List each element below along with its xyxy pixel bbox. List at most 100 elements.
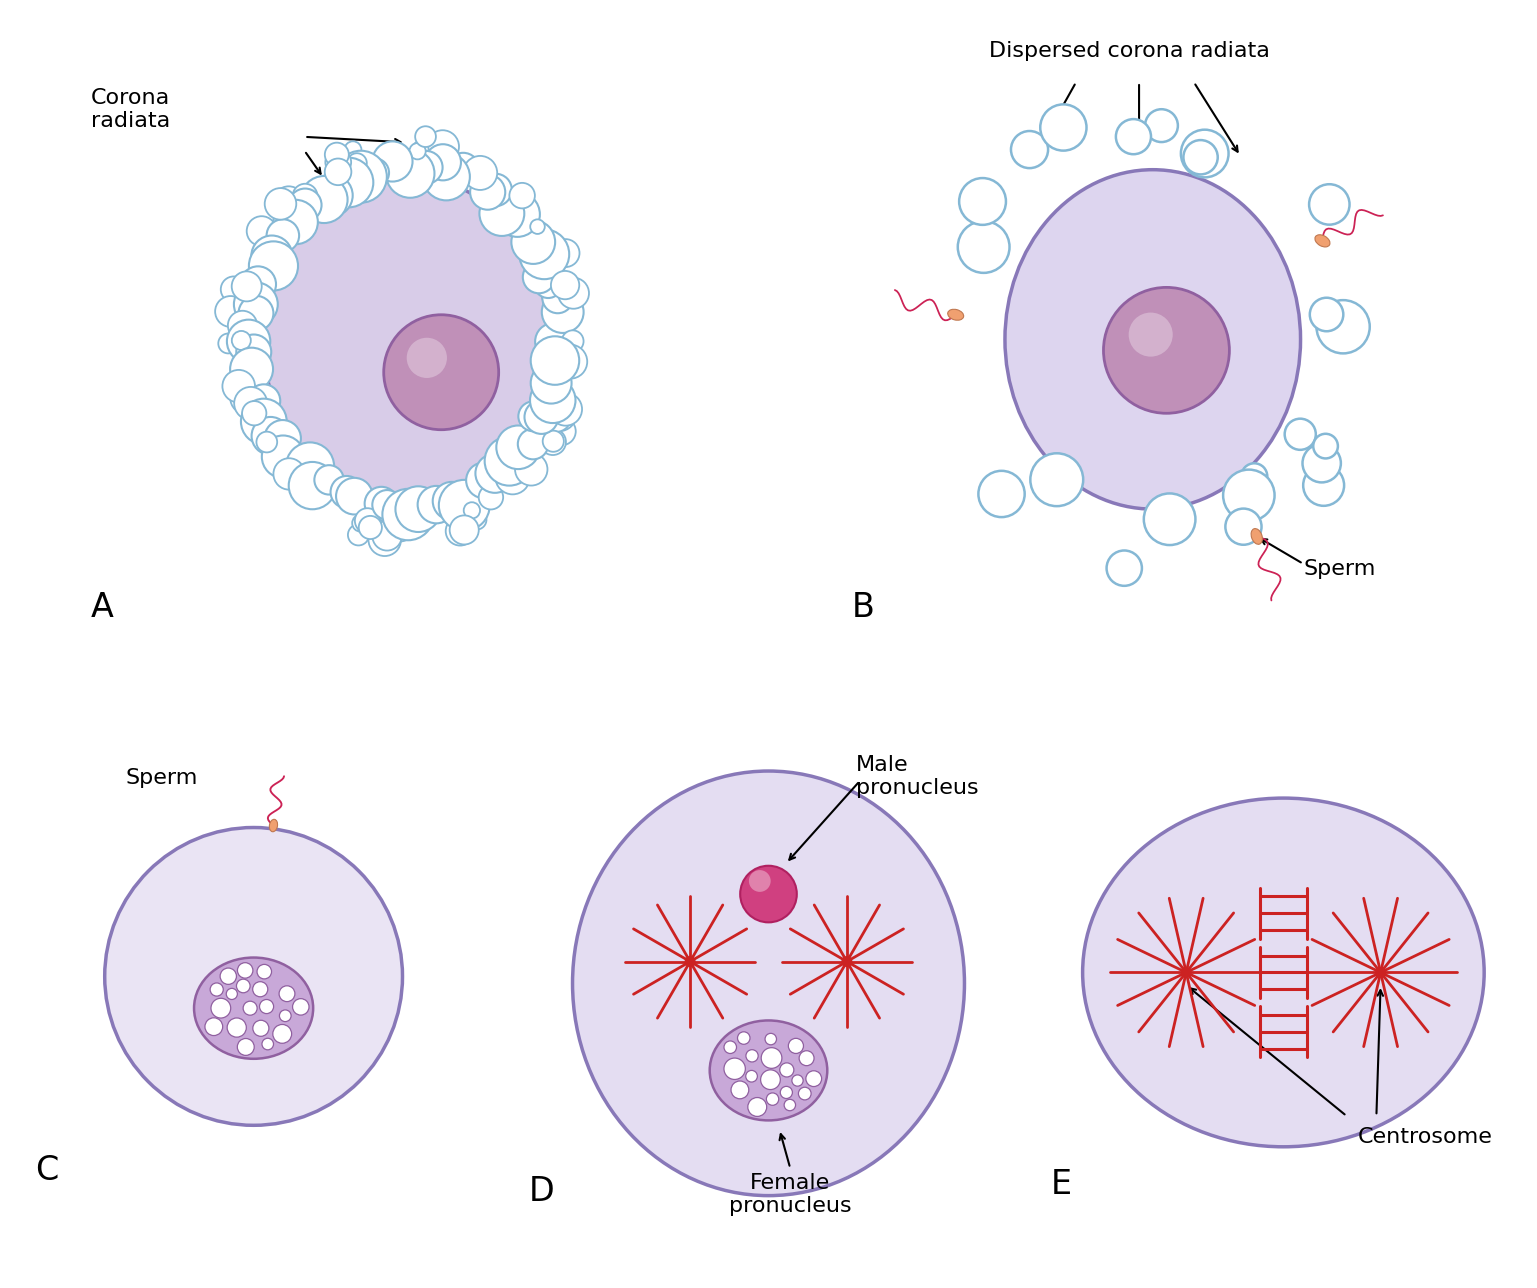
Circle shape [247,216,277,246]
Circle shape [272,1024,292,1043]
Circle shape [539,429,566,455]
Circle shape [261,435,304,478]
Circle shape [1182,967,1191,978]
Circle shape [324,158,352,185]
Circle shape [243,1001,257,1015]
Circle shape [524,401,558,434]
Circle shape [979,471,1025,516]
Circle shape [749,871,770,891]
Ellipse shape [269,819,278,832]
Circle shape [289,462,337,509]
Circle shape [799,1051,815,1065]
Circle shape [426,130,460,164]
Circle shape [409,151,443,184]
Circle shape [347,153,367,173]
Circle shape [1041,104,1087,151]
Circle shape [292,184,318,209]
Circle shape [310,174,352,216]
Circle shape [484,437,533,486]
Circle shape [741,866,796,922]
Circle shape [204,1018,223,1036]
Circle shape [358,516,381,540]
Circle shape [1104,287,1230,413]
Text: Centrosome: Centrosome [1357,1127,1492,1148]
Circle shape [523,261,555,294]
Circle shape [535,270,563,298]
Ellipse shape [948,309,964,321]
Circle shape [227,319,271,363]
Circle shape [384,314,498,430]
Circle shape [220,969,237,984]
Circle shape [283,461,303,482]
Text: C: C [35,1154,58,1186]
Circle shape [240,267,277,303]
Circle shape [745,1070,758,1082]
Circle shape [409,143,426,160]
Circle shape [561,330,584,352]
Circle shape [252,417,289,455]
Circle shape [1030,453,1084,506]
Circle shape [247,410,283,444]
Circle shape [496,425,539,469]
Circle shape [959,178,1005,225]
Circle shape [779,1063,793,1077]
Circle shape [433,482,470,520]
Circle shape [241,399,287,444]
Circle shape [211,998,231,1018]
Circle shape [105,827,403,1126]
Circle shape [530,363,572,403]
Circle shape [247,384,280,417]
Circle shape [237,335,271,370]
Circle shape [958,222,1010,273]
Circle shape [252,1020,269,1037]
Circle shape [724,1041,736,1054]
Circle shape [464,502,480,519]
Circle shape [467,510,487,529]
Text: A: A [91,591,114,625]
Circle shape [412,142,429,157]
Text: Sperm: Sperm [126,768,198,788]
Circle shape [1225,509,1262,545]
Circle shape [301,176,347,223]
Circle shape [264,420,301,456]
Circle shape [274,200,318,245]
Circle shape [450,515,478,545]
Circle shape [765,1033,776,1045]
Circle shape [337,478,372,514]
Circle shape [260,999,274,1014]
Circle shape [280,985,295,1002]
Circle shape [369,523,401,556]
Text: D: D [529,1175,555,1208]
Ellipse shape [194,957,314,1059]
Circle shape [470,175,506,210]
Circle shape [512,220,555,264]
Circle shape [1310,298,1343,331]
Circle shape [463,156,496,189]
Text: Corona
radiata: Corona radiata [91,88,171,131]
Circle shape [447,153,480,185]
Circle shape [264,188,297,220]
Circle shape [518,194,533,211]
Circle shape [761,1047,782,1068]
Circle shape [372,520,401,550]
Circle shape [518,429,549,460]
Circle shape [724,1057,745,1079]
Circle shape [509,183,535,209]
Circle shape [386,514,413,541]
Circle shape [543,397,576,431]
Circle shape [237,962,254,978]
Circle shape [227,1018,246,1037]
Circle shape [480,174,512,206]
Circle shape [543,282,573,313]
Circle shape [231,348,274,390]
Circle shape [257,431,277,452]
Circle shape [1317,300,1369,353]
Text: E: E [1051,1168,1071,1200]
Circle shape [211,983,223,996]
Circle shape [1107,550,1142,586]
Circle shape [237,1038,254,1055]
Circle shape [407,337,447,377]
Circle shape [355,509,380,533]
Circle shape [261,1038,274,1050]
Circle shape [330,477,363,509]
